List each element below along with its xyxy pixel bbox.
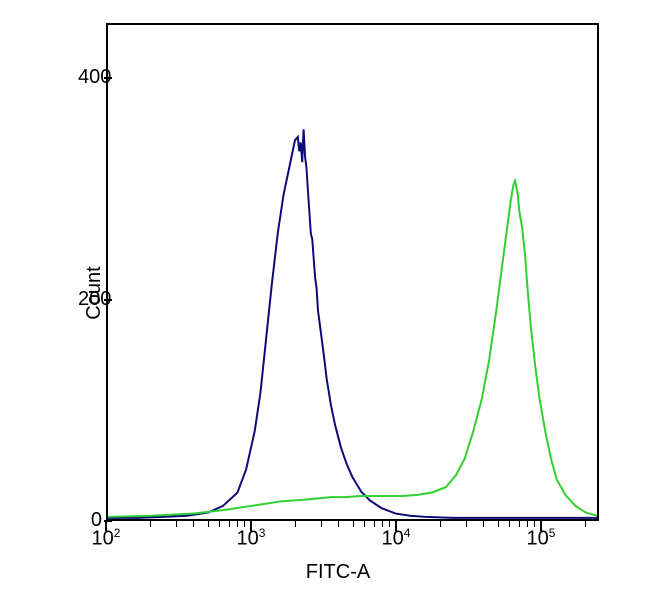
flow-cytometry-histogram: Count 0200400102103104105 FITC-A <box>58 8 618 578</box>
y-tick-label: 400 <box>78 66 102 89</box>
x-minor-tick <box>585 521 586 527</box>
x-minor-tick <box>338 521 339 527</box>
x-minor-tick <box>498 521 499 527</box>
y-tick-label: 200 <box>78 288 102 311</box>
x-minor-tick <box>208 521 209 527</box>
x-minor-tick <box>229 521 230 527</box>
x-minor-tick <box>219 521 220 527</box>
x-minor-tick <box>321 521 322 527</box>
x-minor-tick <box>527 521 528 527</box>
control-curve <box>108 129 597 518</box>
x-minor-tick <box>244 521 245 527</box>
x-minor-tick <box>382 521 383 527</box>
curves-svg <box>108 25 597 519</box>
x-minor-tick <box>176 521 177 527</box>
x-tick-label: 102 <box>92 526 121 551</box>
x-minor-tick <box>237 521 238 527</box>
x-minor-tick <box>364 521 365 527</box>
x-tick-label: 103 <box>237 526 266 551</box>
x-minor-tick <box>295 521 296 527</box>
x-minor-tick <box>519 521 520 527</box>
x-tick-label: 104 <box>382 526 411 551</box>
x-minor-tick <box>483 521 484 527</box>
x-minor-tick <box>534 521 535 527</box>
x-minor-tick <box>440 521 441 527</box>
x-minor-tick <box>353 521 354 527</box>
stained-curve <box>108 181 597 517</box>
x-minor-tick <box>150 521 151 527</box>
x-axis-label: FITC-A <box>306 561 370 584</box>
y-tick-mark <box>104 77 112 79</box>
x-minor-tick <box>509 521 510 527</box>
x-minor-tick <box>374 521 375 527</box>
x-minor-tick <box>466 521 467 527</box>
x-minor-tick <box>389 521 390 527</box>
y-tick-mark <box>104 299 112 301</box>
x-tick-label: 105 <box>527 526 556 551</box>
x-minor-tick <box>193 521 194 527</box>
plot-area <box>106 23 599 521</box>
